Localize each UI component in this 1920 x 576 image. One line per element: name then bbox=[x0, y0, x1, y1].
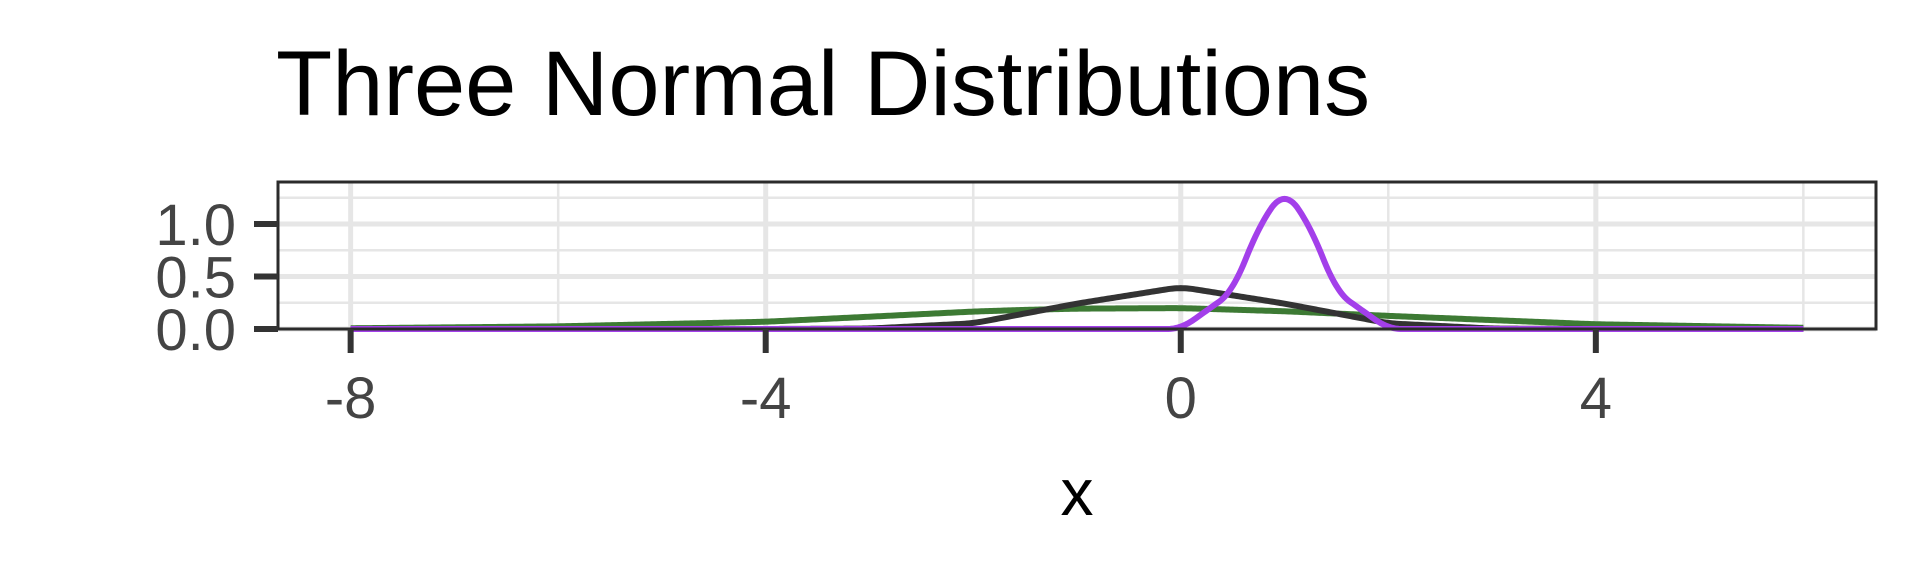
chart-title: Three Normal Distributions bbox=[276, 33, 1370, 135]
x-tick-label: -8 bbox=[325, 366, 377, 431]
y-tick-label: 1.0 bbox=[155, 193, 236, 258]
plot-border bbox=[276, 180, 1878, 331]
x-tick-label: 4 bbox=[1580, 366, 1612, 431]
series-line-1 bbox=[349, 305, 1805, 332]
y-tick-label: 0.0 bbox=[155, 298, 236, 363]
x-tick-label: -4 bbox=[740, 366, 792, 431]
x-tick-label: 0 bbox=[1165, 366, 1197, 431]
x-axis-title: x bbox=[1061, 455, 1094, 529]
y-tick-label: 0.5 bbox=[155, 246, 236, 311]
axes: -8 -4 0 4 0.00.51.0 bbox=[155, 193, 1612, 431]
